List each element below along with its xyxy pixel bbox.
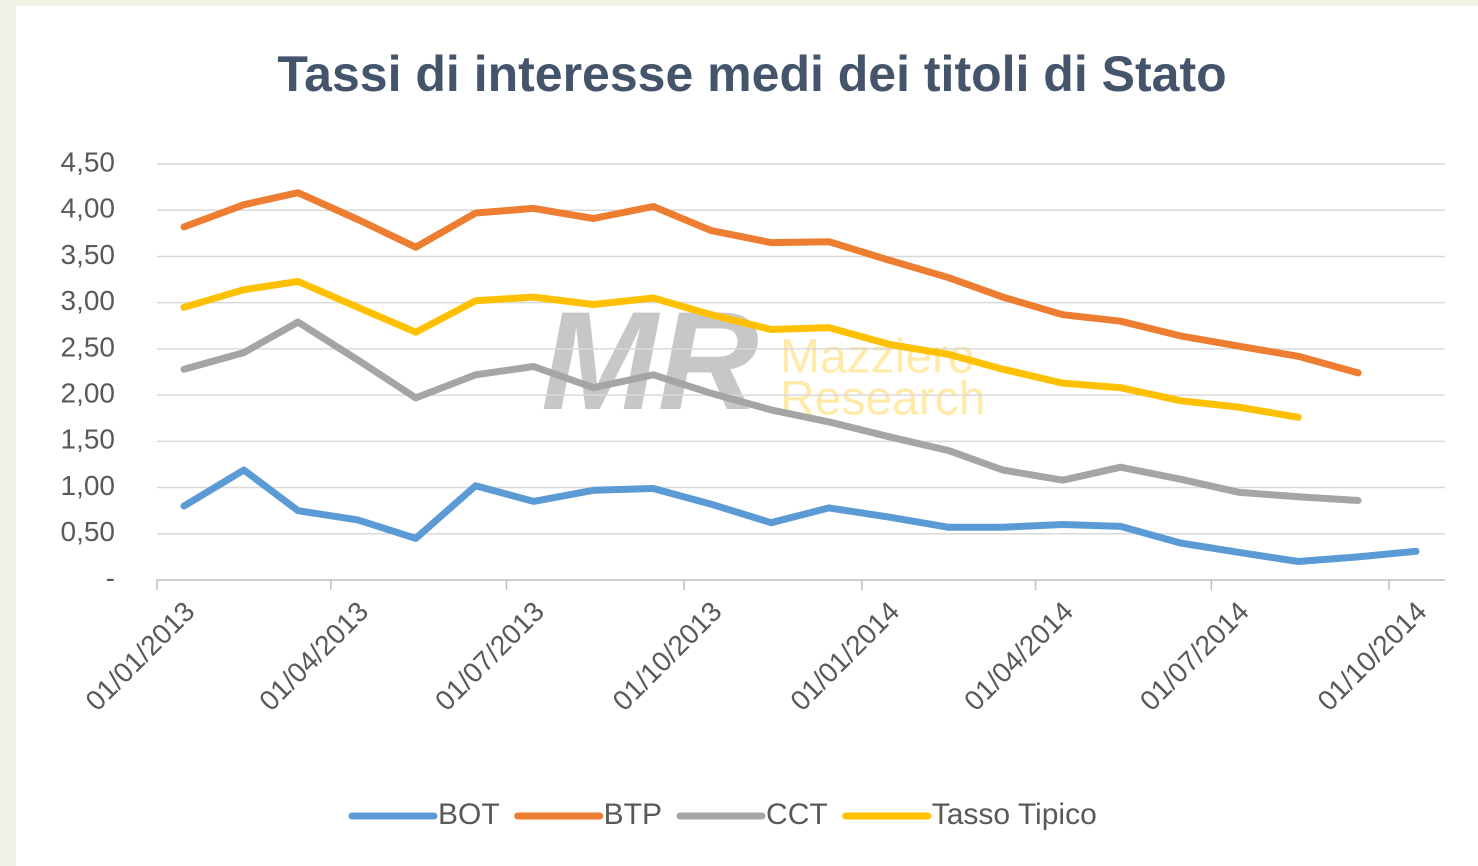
y-tick-label: 4,50 xyxy=(61,146,116,177)
y-tick-label: 3,00 xyxy=(61,285,116,316)
series-line xyxy=(180,189,1362,377)
y-tick-label: 1,50 xyxy=(61,424,116,455)
chart-area xyxy=(16,6,1478,866)
legend-label: BOT xyxy=(438,798,500,831)
y-tick-label: 2,00 xyxy=(61,378,116,409)
series-line xyxy=(180,277,1302,421)
chart-title: Tassi di interesse medi dei titoli di St… xyxy=(277,46,1226,102)
legend-label: CCT xyxy=(766,798,828,831)
y-tick-label: - xyxy=(106,562,115,593)
legend-label: BTP xyxy=(604,798,662,831)
series-line xyxy=(180,318,1362,504)
y-tick-label: 3,50 xyxy=(61,239,116,270)
y-tick-label: 0,50 xyxy=(61,516,116,547)
series-line xyxy=(180,466,1420,565)
y-tick-label: 4,00 xyxy=(61,193,116,224)
y-tick-label: 1,00 xyxy=(61,470,116,501)
watermark-logo: MR xyxy=(541,282,759,439)
legend-label: Tasso Tipico xyxy=(932,798,1097,831)
y-tick-label: 2,50 xyxy=(61,331,116,362)
